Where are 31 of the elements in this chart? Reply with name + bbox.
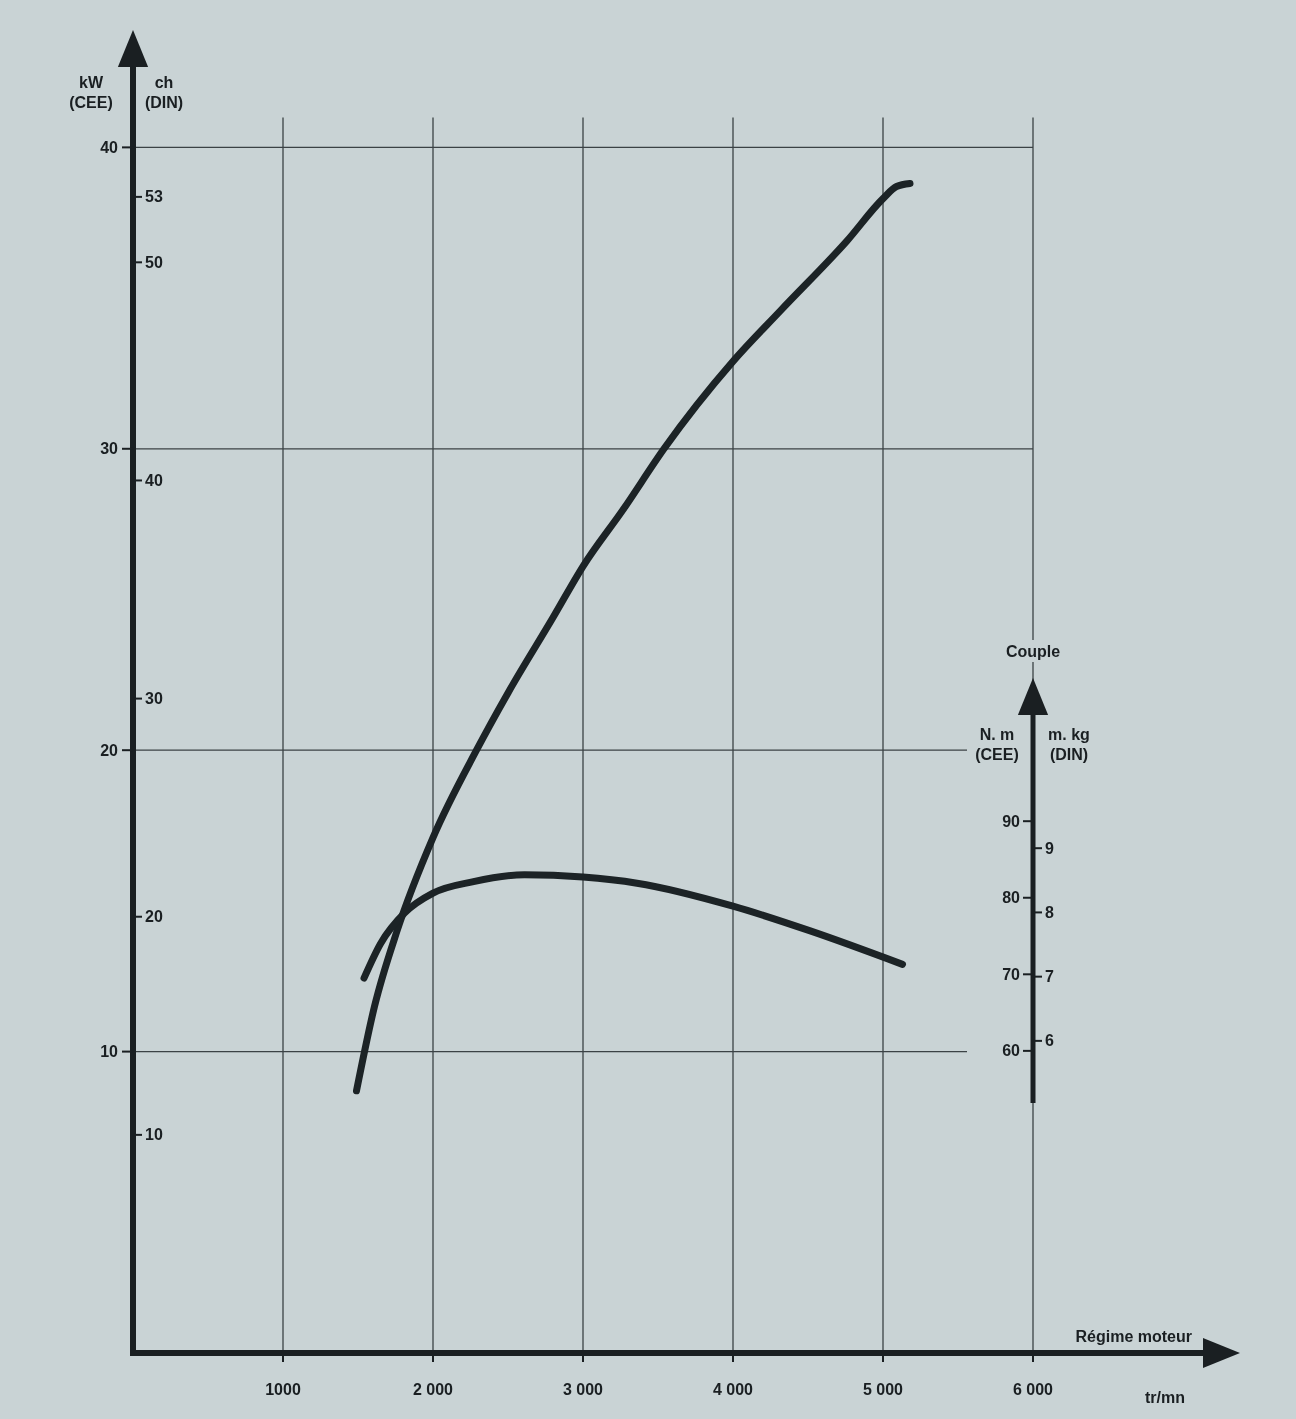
y-tick-label: 20 (100, 741, 119, 759)
x-tick-label: 6 000 (1012, 1381, 1054, 1398)
y2-tick-label: 20 (145, 908, 163, 926)
y-tick-label: 30 (100, 440, 119, 458)
annotation: 9 (1045, 839, 1054, 857)
x-tick-label: 3 000 (562, 1381, 604, 1398)
x-tick-label: 4 000 (712, 1381, 754, 1398)
x-tick-label: 1000 (265, 1381, 301, 1398)
text: tr/mn (1145, 1389, 1185, 1406)
y-tick-label: 40 (100, 138, 119, 156)
x-axis-title: Régime moteur (1075, 1328, 1192, 1345)
y2-axis-title: ch (DIN) (144, 74, 184, 111)
y2-tick-label: 10 (145, 1126, 163, 1144)
y3-axis-title: N. m (CEE) (975, 726, 1019, 763)
x-tick-label: 2 000 (412, 1381, 454, 1398)
y3-tick-label: 60 (1002, 1042, 1021, 1060)
y2-tick-label: 50 (145, 253, 163, 271)
y2-tick-label: 30 (145, 690, 163, 708)
y-tick-label: 10 (100, 1043, 119, 1061)
y2-tick-label: 40 (145, 472, 163, 490)
y3-tick-label: 90 (1002, 812, 1021, 830)
y2-tick-label: 53 (145, 188, 163, 206)
annotation: 6 (1045, 1032, 1054, 1050)
y3-tick-label: 80 (1002, 889, 1021, 907)
annotation: m. kg (DIN) (1048, 726, 1090, 763)
y-axis-title: kW (CEE) (69, 74, 113, 111)
x-tick-label: 5 000 (862, 1381, 904, 1398)
annotation: 7 (1045, 968, 1054, 986)
annotation: 8 (1045, 904, 1054, 922)
y3-tick-label: 70 (1002, 965, 1021, 983)
annotation: Couple (1005, 643, 1061, 660)
